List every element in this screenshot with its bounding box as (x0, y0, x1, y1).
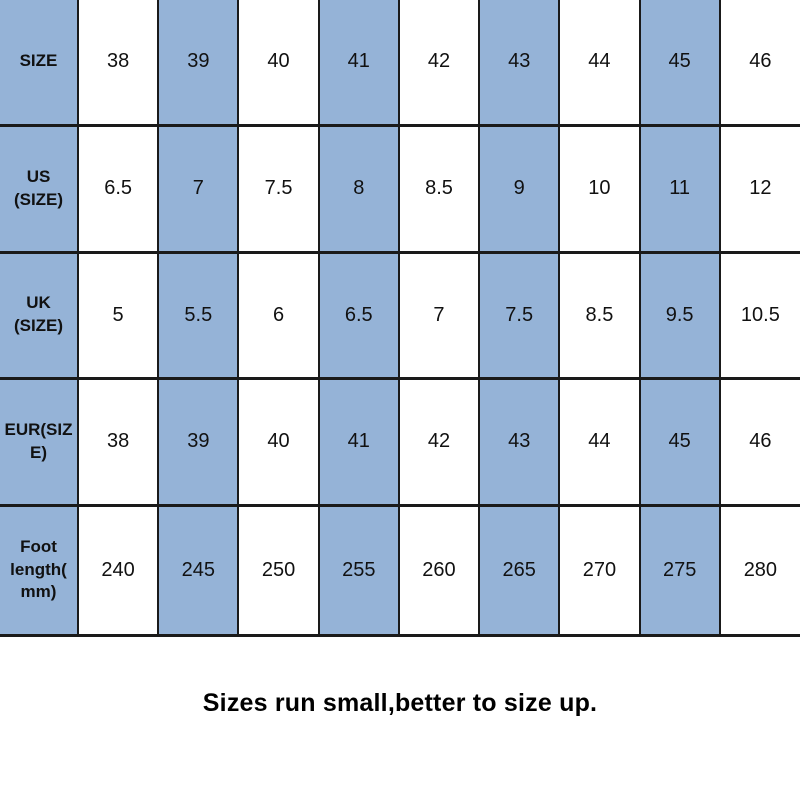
eur-value-cell: 42 (397, 376, 481, 507)
eur-value-cell: 40 (237, 376, 320, 507)
foot-length-cell: 270 (558, 503, 641, 637)
us-value-cell: 9 (478, 123, 561, 254)
size-chart-table: SIZE 38 39 40 41 42 43 44 45 46 US (SIZE… (0, 0, 800, 637)
footer-note: Sizes run small,better to size up. (202, 688, 598, 717)
us-value-cell: 10 (558, 123, 641, 254)
eur-value-cell: 41 (317, 376, 400, 507)
foot-length-cell: 280 (718, 503, 800, 637)
foot-length-cell: 265 (478, 503, 561, 637)
row-header-foot-length: Foot length( mm) (0, 503, 79, 637)
size-value-cell: 45 (638, 0, 721, 127)
us-value-cell: 8.5 (397, 123, 481, 254)
us-value-cell: 11 (638, 123, 721, 254)
eur-value-cell: 43 (478, 376, 561, 507)
table-row-size: SIZE 38 39 40 41 42 43 44 45 46 (0, 0, 800, 127)
size-value-cell: 39 (157, 0, 240, 127)
uk-value-cell: 5.5 (157, 250, 240, 380)
uk-value-cell: 7 (397, 250, 481, 380)
size-value-cell: 43 (478, 0, 561, 127)
row-header-us: US (SIZE) (0, 123, 79, 254)
us-value-cell: 6.5 (76, 123, 160, 254)
size-value-cell: 41 (317, 0, 400, 127)
foot-length-cell: 250 (237, 503, 320, 637)
us-value-cell: 12 (718, 123, 800, 254)
foot-length-cell: 240 (76, 503, 160, 637)
eur-value-cell: 45 (638, 376, 721, 507)
uk-value-cell: 7.5 (478, 250, 561, 380)
row-header-uk: UK (SIZE) (0, 250, 79, 380)
size-value-cell: 40 (237, 0, 320, 127)
size-value-cell: 44 (558, 0, 641, 127)
table-row-uk-size: UK (SIZE) 5 5.5 6 6.5 7 7.5 8.5 9.5 10.5 (0, 250, 800, 380)
foot-length-cell: 245 (157, 503, 240, 637)
size-value-cell: 38 (76, 0, 160, 127)
table-row-us-size: US (SIZE) 6.5 7 7.5 8 8.5 9 10 11 12 (0, 123, 800, 254)
us-value-cell: 7 (157, 123, 240, 254)
eur-value-cell: 39 (157, 376, 240, 507)
uk-value-cell: 6.5 (317, 250, 400, 380)
uk-value-cell: 9.5 (638, 250, 721, 380)
row-header-eur: EUR(SIZ E) (0, 376, 79, 507)
eur-value-cell: 38 (76, 376, 160, 507)
us-value-cell: 8 (317, 123, 400, 254)
foot-length-cell: 275 (638, 503, 721, 637)
foot-length-cell: 255 (317, 503, 400, 637)
size-value-cell: 46 (718, 0, 800, 127)
eur-value-cell: 44 (558, 376, 641, 507)
eur-value-cell: 46 (718, 376, 800, 507)
table-row-eur-size: EUR(SIZ E) 38 39 40 41 42 43 44 45 46 (0, 376, 800, 507)
us-value-cell: 7.5 (237, 123, 320, 254)
row-header-size: SIZE (0, 0, 79, 127)
size-value-cell: 42 (397, 0, 481, 127)
uk-value-cell: 6 (237, 250, 320, 380)
uk-value-cell: 8.5 (558, 250, 641, 380)
uk-value-cell: 5 (76, 250, 160, 380)
table-row-foot-length: Foot length( mm) 240 245 250 255 260 265… (0, 503, 800, 637)
foot-length-cell: 260 (397, 503, 481, 637)
uk-value-cell: 10.5 (718, 250, 800, 380)
